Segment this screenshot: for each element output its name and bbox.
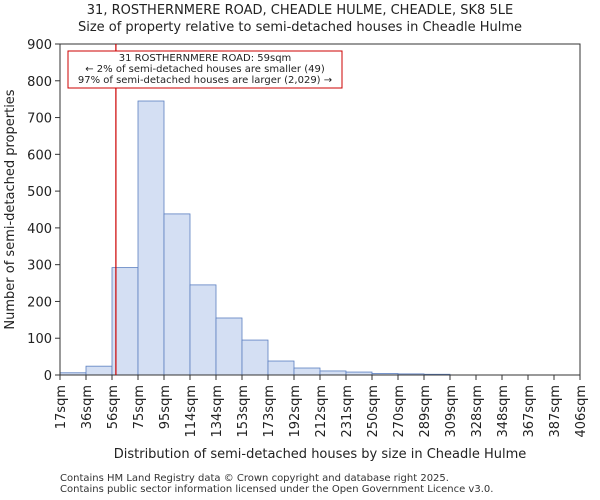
y-tick-label: 400 bbox=[27, 222, 52, 237]
y-tick-label: 900 bbox=[27, 38, 52, 53]
y-tick-label: 500 bbox=[27, 185, 52, 200]
histogram-bar bbox=[85, 365, 113, 376]
plot-area bbox=[59, 43, 581, 376]
histogram-bar bbox=[163, 213, 191, 376]
x-tick-label: 309sqm bbox=[444, 385, 459, 438]
x-tick-label: 289sqm bbox=[418, 385, 433, 438]
y-tick-label: 300 bbox=[27, 259, 52, 274]
histogram-bar bbox=[215, 317, 243, 376]
x-tick-label: 95sqm bbox=[158, 385, 173, 429]
x-tick-label: 250sqm bbox=[366, 385, 381, 438]
histogram-bar bbox=[267, 360, 295, 376]
annotation-line-3: 97% of semi-detached houses are larger (… bbox=[78, 75, 332, 86]
histogram-bar bbox=[319, 370, 347, 376]
x-tick-label: 231sqm bbox=[340, 385, 355, 438]
annotation-box bbox=[67, 50, 343, 89]
annotation-line-2: ← 2% of semi-detached houses are smaller… bbox=[85, 64, 325, 75]
y-tick-label: 600 bbox=[27, 148, 52, 163]
x-tick-label: 387sqm bbox=[548, 385, 563, 438]
y-tick-label: 700 bbox=[27, 112, 52, 127]
x-tick-label: 212sqm bbox=[314, 385, 329, 438]
x-tick-label: 17sqm bbox=[54, 385, 69, 429]
x-axis-label: Distribution of semi-detached houses by … bbox=[114, 447, 527, 462]
x-tick-label: 134sqm bbox=[210, 385, 225, 438]
x-tick-label: 56sqm bbox=[106, 385, 121, 429]
footer-line-2: Contains public sector information licen… bbox=[60, 484, 494, 495]
annotation-line-1: 31 ROSTHERNMERE ROAD: 59sqm bbox=[119, 53, 292, 64]
x-tick-label: 114sqm bbox=[184, 385, 199, 438]
x-tick-label: 36sqm bbox=[80, 385, 95, 429]
y-tick-label: 0 bbox=[44, 369, 52, 384]
x-tick-label: 367sqm bbox=[522, 385, 537, 438]
footer-line-1: Contains HM Land Registry data © Crown c… bbox=[60, 473, 449, 484]
x-tick-label: 270sqm bbox=[392, 385, 407, 438]
x-tick-label: 173sqm bbox=[262, 385, 277, 438]
histogram-bar bbox=[137, 100, 165, 376]
x-tick-label: 348sqm bbox=[496, 385, 511, 438]
y-tick-label: 100 bbox=[27, 332, 52, 347]
y-axis-label: Number of semi-detached properties bbox=[3, 89, 18, 329]
histogram-bar bbox=[189, 284, 217, 376]
x-tick-label: 153sqm bbox=[236, 385, 251, 438]
y-tick-label: 200 bbox=[27, 295, 52, 310]
chart-title-line-2: Size of property relative to semi-detach… bbox=[77, 20, 523, 35]
x-tick-label: 75sqm bbox=[132, 385, 147, 429]
x-tick-label: 406sqm bbox=[574, 385, 589, 438]
x-tick-label: 192sqm bbox=[288, 385, 303, 438]
histogram-bar bbox=[241, 339, 269, 376]
x-tick-label: 328sqm bbox=[470, 385, 485, 438]
y-tick-label: 800 bbox=[27, 75, 52, 90]
chart-title-line-1: 31, ROSTHERNMERE ROAD, CHEADLE HULME, CH… bbox=[86, 3, 514, 18]
histogram-bar bbox=[293, 367, 321, 376]
